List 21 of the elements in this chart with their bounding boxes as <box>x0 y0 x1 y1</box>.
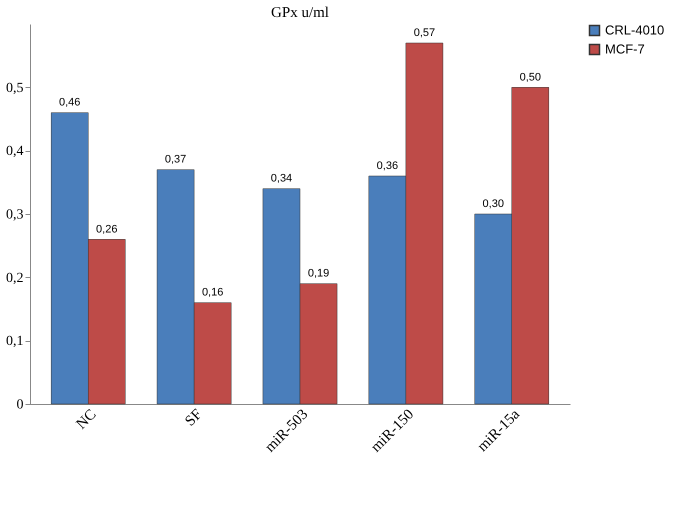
y-tick-label: 0,1 <box>6 334 24 350</box>
data-label: 0,36 <box>376 160 398 172</box>
y-tick-label: 0,4 <box>6 144 24 160</box>
legend-label: CRL-4010 <box>605 22 664 38</box>
data-label: 0,19 <box>308 268 330 280</box>
data-label: 0,50 <box>520 71 542 84</box>
legend-label: MCF-7 <box>605 42 645 56</box>
data-label: 0,26 <box>96 223 118 236</box>
y-tick-label: 0 <box>16 398 24 412</box>
data-label: 0,34 <box>270 172 292 185</box>
y-tick-label: 0,5 <box>6 80 24 96</box>
x-tick-label: SF <box>182 406 206 430</box>
x-tick-label: NC <box>73 406 100 433</box>
data-label: 0,57 <box>414 27 436 39</box>
y-tick-label: 0,3 <box>6 208 24 222</box>
chart-title: GPx u/ml <box>271 5 329 21</box>
data-label: 0,30 <box>482 198 504 210</box>
data-label: 0,37 <box>164 154 186 166</box>
data-label: 0,16 <box>202 286 224 299</box>
data-label: 0,46 <box>58 96 80 109</box>
y-tick-label: 0,2 <box>6 270 24 286</box>
